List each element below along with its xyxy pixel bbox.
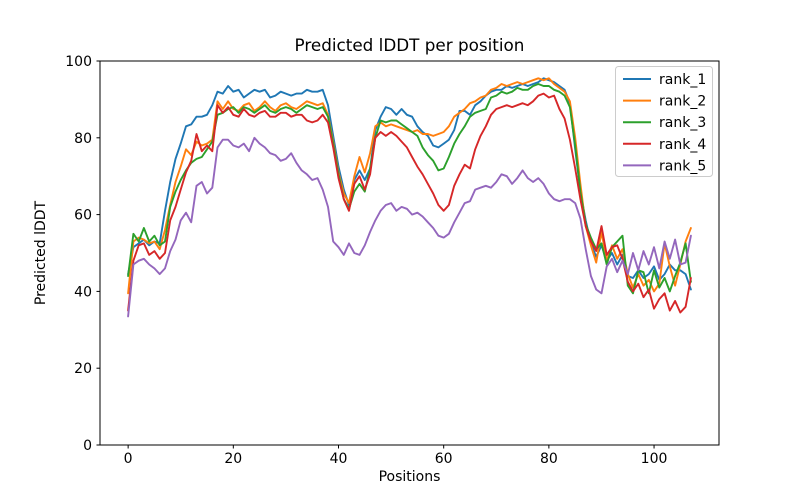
y-axis-label: Predicted lDDT	[33, 200, 49, 305]
x-tick-label: 0	[124, 451, 133, 467]
y-tick-label: 100	[65, 54, 92, 70]
y-tick-label: 20	[74, 361, 92, 377]
x-tick-label: 100	[641, 451, 668, 467]
legend-label-rank_4: rank_4	[659, 137, 706, 153]
legend: rank_1 rank_2 rank_3 rank_4 rank_5	[615, 66, 713, 177]
axes-frame	[99, 60, 720, 446]
line-rank_4	[127, 92, 692, 314]
plot-area	[127, 77, 692, 318]
x-tick-label: 40	[330, 451, 348, 467]
legend-label-rank_3: rank_3	[659, 115, 706, 131]
y-tick-label: 0	[83, 438, 92, 454]
legend-box	[615, 66, 713, 177]
x-tick-label: 80	[540, 451, 558, 467]
line-rank_5	[127, 136, 692, 318]
x-tick-label: 60	[435, 451, 453, 467]
y-tick-label: 40	[74, 284, 92, 300]
y-tick-label: 80	[74, 131, 92, 147]
legend-label-rank_5: rank_5	[659, 158, 706, 174]
legend-label-rank_2: rank_2	[659, 94, 706, 110]
y-tick-label: 60	[74, 208, 92, 224]
x-tick-label: 20	[224, 451, 242, 467]
axis-ticks: 0 20 40 60 80 100 0 20 40 60 80 100	[65, 54, 667, 467]
chart-title: Predicted lDDT per position	[295, 35, 525, 55]
x-axis-label: Positions	[379, 469, 441, 485]
legend-label-rank_1: rank_1	[659, 72, 706, 88]
